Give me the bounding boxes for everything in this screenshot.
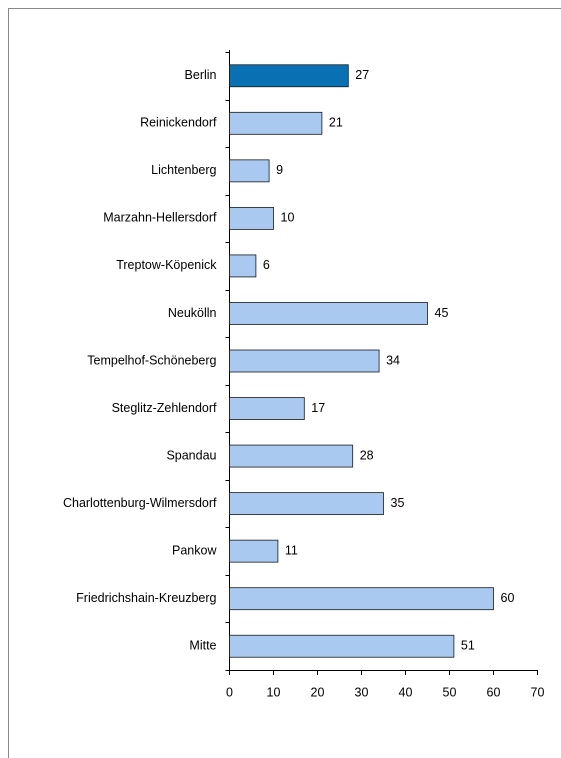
x-tick-label: 40	[399, 685, 413, 699]
bar	[229, 634, 455, 658]
y-tick-label: Charlottenburg-Wilmersdorf	[63, 496, 217, 510]
value-label: 34	[386, 353, 400, 367]
y-tick-label: Lichtenberg	[151, 163, 216, 177]
y-tick-label: Treptow-Köpenick	[116, 258, 217, 272]
bar	[229, 206, 274, 230]
y-tick-label: Reinickendorf	[140, 116, 217, 130]
bar	[229, 64, 349, 88]
y-tick-label: Friedrichshain-Kreuzberg	[76, 591, 216, 605]
value-label: 9	[276, 163, 283, 177]
bar	[229, 159, 270, 183]
value-label: 27	[355, 68, 369, 82]
bar	[229, 444, 354, 468]
y-tick-label: Tempelhof-Schöneberg	[87, 353, 216, 367]
bar	[229, 349, 380, 373]
value-label: 17	[311, 401, 325, 415]
x-tick-label: 30	[355, 685, 369, 699]
bar	[229, 587, 494, 611]
y-tick-label: Berlin	[185, 68, 217, 82]
x-tick-label: 50	[443, 685, 457, 699]
value-label: 11	[285, 543, 298, 557]
y-tick-label: Marzahn-Hellersdorf	[103, 211, 217, 225]
bar	[229, 302, 428, 325]
y-tick-label: Spandau	[166, 448, 216, 462]
value-label: 10	[281, 211, 295, 225]
value-label: 21	[329, 116, 343, 130]
value-label: 6	[263, 258, 270, 272]
bar	[229, 254, 257, 278]
bar	[229, 539, 279, 563]
x-tick-label: 20	[311, 685, 325, 699]
y-tick-label: Mitte	[189, 639, 216, 653]
y-tick-label: Steglitz-Zehlendorf	[112, 401, 217, 415]
value-label: 28	[360, 448, 374, 462]
y-tick-label: Neukölln	[168, 306, 217, 320]
x-tick-label: 10	[267, 685, 281, 699]
y-tick-label: Pankow	[172, 543, 217, 557]
bar	[229, 397, 305, 420]
value-label: 51	[461, 639, 475, 653]
value-label: 45	[435, 306, 449, 320]
x-tick-label: 60	[487, 685, 501, 699]
value-label: 35	[391, 496, 405, 510]
x-tick-label: 0	[226, 685, 233, 699]
x-tick-label: 70	[531, 685, 545, 699]
bar	[229, 492, 384, 516]
bar	[229, 111, 323, 135]
value-label: 60	[501, 591, 515, 605]
